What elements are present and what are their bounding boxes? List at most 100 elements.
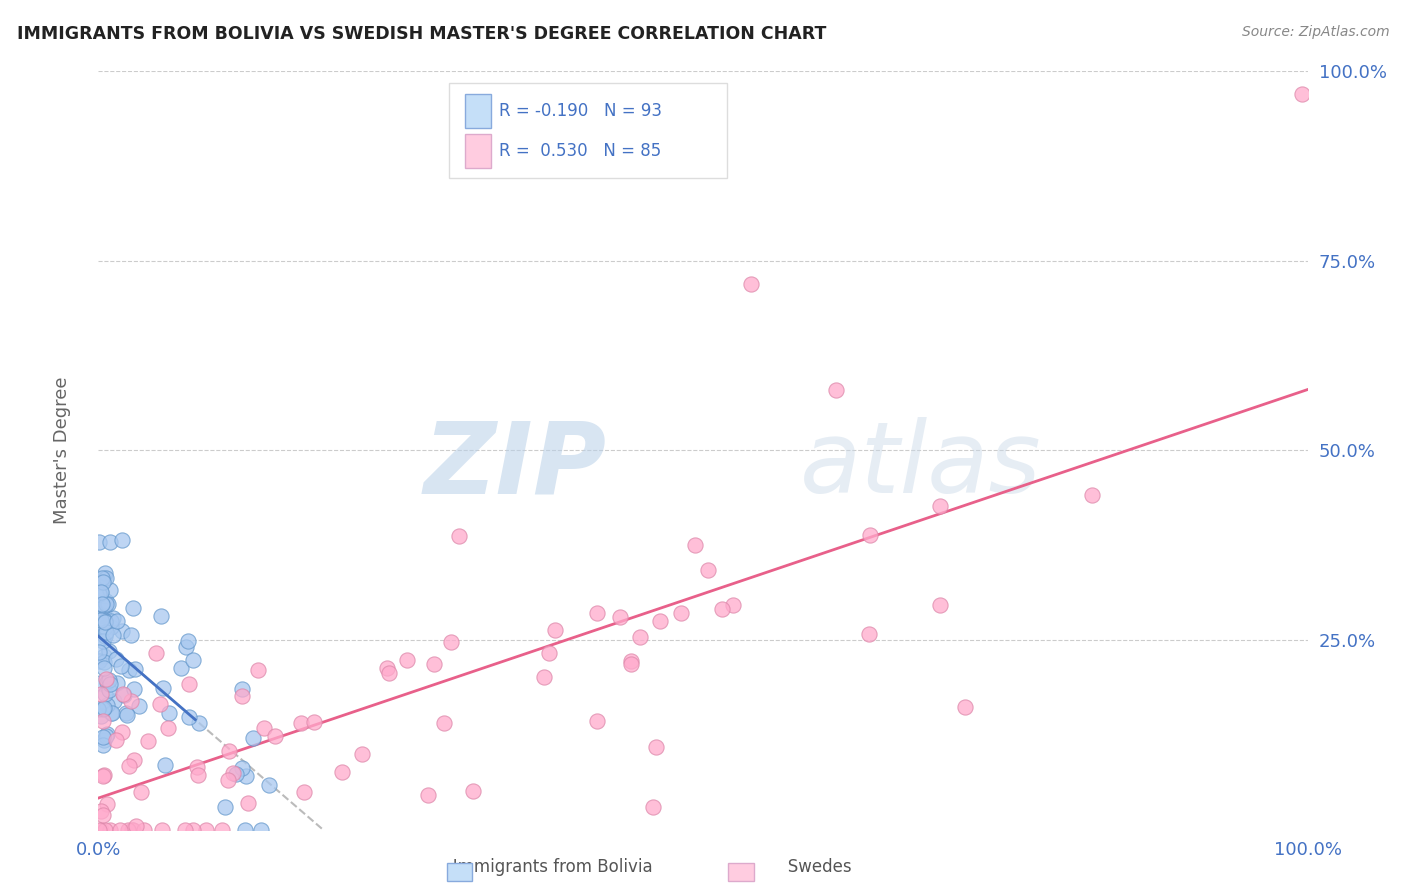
Point: [93, 648, 115, 663]
Text: ZIP: ZIP: [423, 417, 606, 514]
Point: [98, 535, 121, 549]
Point: [378, 666, 401, 681]
Point: [87, 575, 110, 590]
Point: [89, 645, 111, 659]
Point: [586, 606, 609, 620]
Point: [170, 661, 193, 675]
Point: [105, 652, 128, 666]
Point: [101, 706, 124, 720]
Point: [90, 598, 112, 612]
Point: [181, 822, 204, 837]
Point: [416, 789, 439, 803]
Point: [395, 653, 418, 667]
Point: [683, 538, 706, 552]
Point: [120, 694, 142, 708]
Point: [129, 784, 152, 798]
Point: [858, 527, 880, 541]
Point: [259, 778, 281, 792]
Point: [93, 655, 115, 669]
Point: [93, 620, 115, 634]
Point: [650, 614, 672, 628]
Point: [187, 768, 209, 782]
Point: [90, 613, 112, 627]
Point: [125, 819, 148, 833]
Point: [87, 585, 110, 599]
Point: [100, 706, 122, 721]
Point: [375, 661, 398, 675]
Point: [242, 731, 264, 745]
Point: [100, 583, 122, 598]
Point: [111, 725, 134, 739]
Text: R = -0.190   N = 93: R = -0.190 N = 93: [499, 102, 662, 120]
Point: [105, 615, 128, 629]
Point: [222, 765, 245, 780]
Point: [645, 739, 668, 754]
Point: [145, 646, 167, 660]
Point: [91, 714, 114, 729]
Point: [128, 699, 150, 714]
Point: [90, 585, 112, 599]
Point: [330, 764, 353, 779]
Point: [233, 822, 256, 837]
Point: [91, 633, 114, 648]
Point: [740, 277, 762, 291]
Point: [149, 697, 172, 711]
Text: Source: ZipAtlas.com: Source: ZipAtlas.com: [1241, 25, 1389, 39]
Point: [953, 700, 976, 714]
Point: [98, 673, 121, 688]
Point: [174, 822, 197, 837]
Point: [111, 687, 134, 701]
Point: [423, 657, 446, 671]
Point: [290, 715, 312, 730]
Point: [110, 658, 132, 673]
Point: [91, 597, 114, 611]
Point: [91, 575, 114, 590]
Point: [440, 635, 463, 649]
Point: [211, 822, 233, 837]
Point: [94, 571, 117, 585]
Point: [124, 662, 146, 676]
Point: [100, 620, 122, 634]
Point: [91, 571, 114, 585]
Point: [155, 758, 177, 772]
Point: [177, 676, 200, 690]
Point: [93, 614, 115, 628]
Point: [586, 714, 609, 729]
Point: [111, 533, 134, 548]
Point: [231, 761, 253, 775]
Point: [231, 689, 253, 703]
Point: [177, 710, 200, 724]
Point: [91, 738, 114, 752]
Y-axis label: Master's Degree: Master's Degree: [52, 376, 70, 524]
Point: [187, 715, 209, 730]
Point: [150, 608, 173, 623]
Point: [157, 722, 180, 736]
Point: [217, 772, 239, 787]
Text: IMMIGRANTS FROM BOLIVIA VS SWEDISH MASTER'S DEGREE CORRELATION CHART: IMMIGRANTS FROM BOLIVIA VS SWEDISH MASTE…: [17, 25, 827, 43]
Point: [96, 797, 118, 811]
Point: [124, 753, 146, 767]
Point: [101, 628, 124, 642]
Point: [537, 646, 560, 660]
Point: [152, 681, 174, 695]
Point: [236, 797, 259, 811]
Point: [669, 606, 692, 620]
Point: [89, 535, 111, 549]
Point: [96, 673, 118, 687]
Point: [533, 670, 555, 684]
Point: [292, 785, 315, 799]
Point: [461, 784, 484, 798]
Text: Immigrants from Bolivia: Immigrants from Bolivia: [416, 858, 652, 876]
Point: [91, 808, 114, 822]
Text: R =  0.530   N = 85: R = 0.530 N = 85: [499, 142, 661, 160]
Text: atlas: atlas: [800, 417, 1042, 514]
Point: [115, 706, 138, 720]
Point: [117, 707, 139, 722]
Point: [136, 733, 159, 747]
Point: [101, 611, 124, 625]
Point: [98, 677, 121, 691]
Point: [89, 654, 111, 668]
Point: [235, 769, 257, 783]
Point: [96, 698, 118, 712]
Point: [89, 675, 111, 690]
